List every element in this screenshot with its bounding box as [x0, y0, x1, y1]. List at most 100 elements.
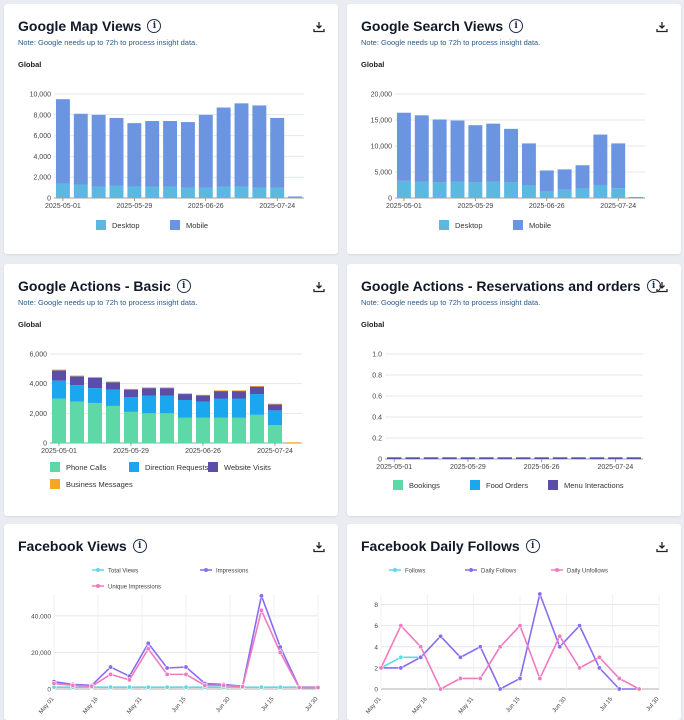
- legend-item[interactable]: Impressions: [200, 568, 248, 575]
- legend-item[interactable]: Daily Follows: [465, 568, 516, 575]
- legend-item[interactable]: Direction Requests: [129, 462, 208, 472]
- x-tick-label: Jun 15: [171, 696, 188, 714]
- x-tick-label: 2025-05-01: [41, 448, 77, 455]
- x-tick-label: Jul 30: [305, 696, 320, 713]
- x-tick-label: Jul 30: [646, 696, 661, 713]
- legend-item[interactable]: Follows: [389, 568, 425, 575]
- data-point: [497, 644, 503, 650]
- bar-segment: [552, 457, 568, 459]
- download-icon[interactable]: [655, 540, 669, 554]
- download-icon[interactable]: [312, 20, 326, 34]
- data-point: [457, 675, 463, 681]
- legend-label: Website Visits: [224, 462, 271, 472]
- bar-segment: [87, 376, 103, 378]
- data-point: [497, 686, 503, 692]
- legend-item[interactable]: Phone Calls: [50, 462, 106, 472]
- data-point: [616, 675, 622, 681]
- bar-segment: [252, 187, 267, 198]
- x-tick-label: 2025-05-29: [113, 448, 149, 455]
- legend-item[interactable]: Food Orders: [470, 480, 528, 490]
- x-tick-label: 2025-06-26: [185, 448, 221, 455]
- bar-segment: [486, 181, 501, 198]
- info-icon[interactable]: i: [509, 19, 524, 33]
- legend-item[interactable]: Mobile: [170, 220, 208, 230]
- legend-item[interactable]: Total Views: [92, 568, 138, 575]
- legend-label: Business Messages: [66, 479, 133, 489]
- bar-segment: [145, 121, 160, 187]
- legend-item[interactable]: Daily Unfollows: [551, 568, 608, 575]
- x-tick-label: 2025-06-26: [524, 464, 560, 471]
- data-point: [636, 686, 642, 692]
- info-icon[interactable]: i: [147, 19, 162, 33]
- scope-label: Global: [18, 60, 42, 69]
- y-tick-label: 6,000: [33, 133, 51, 140]
- legend-item[interactable]: Menu Interactions: [548, 480, 624, 490]
- data-point: [557, 644, 563, 650]
- google-search-views-card: Google Search Views i Note: Google needs …: [347, 4, 681, 254]
- data-point: [418, 644, 424, 650]
- legend-item[interactable]: Desktop: [96, 220, 140, 230]
- info-icon[interactable]: i: [176, 279, 191, 293]
- bar-segment: [51, 369, 67, 371]
- y-tick-label: 0.4: [372, 415, 382, 422]
- data-point: [398, 623, 404, 629]
- bar-segment: [123, 397, 139, 412]
- data-point: [577, 665, 583, 671]
- bar-segment: [539, 170, 554, 192]
- legend-label: Desktop: [455, 220, 483, 230]
- y-tick-label: 4,000: [33, 154, 51, 161]
- bar-segment: [109, 185, 124, 198]
- bar-segment: [216, 107, 231, 187]
- scope-label: Global: [361, 60, 385, 69]
- bar-segment: [468, 125, 483, 183]
- data-point: [557, 633, 563, 639]
- data-point: [221, 682, 227, 688]
- bar-segment: [213, 417, 229, 443]
- download-icon[interactable]: [312, 540, 326, 554]
- download-icon[interactable]: [312, 280, 326, 294]
- bar-segment: [141, 413, 157, 443]
- bar-segment: [159, 395, 175, 414]
- bar-segment: [163, 121, 178, 187]
- legend-label: Unique Impressions: [108, 585, 161, 591]
- x-tick-label: 2025-07-24: [600, 203, 636, 210]
- legend-item[interactable]: Bookings: [393, 480, 440, 490]
- bar-segment: [216, 186, 231, 198]
- scope-label: Global: [18, 320, 42, 329]
- data-point: [517, 675, 523, 681]
- legend-item[interactable]: Unique Impressions: [92, 584, 161, 591]
- y-tick-label: 10,000: [371, 144, 393, 151]
- series-line: [381, 591, 640, 691]
- bar-segment: [231, 391, 247, 399]
- bar-segment: [423, 457, 439, 459]
- download-icon[interactable]: [655, 20, 669, 34]
- x-tick-label: 2025-07-24: [597, 464, 633, 471]
- bar-segment: [575, 165, 590, 189]
- y-tick-label: 8: [374, 602, 378, 609]
- y-tick-label: 40,000: [31, 613, 51, 620]
- legend-item[interactable]: Website Visits: [208, 462, 271, 472]
- y-tick-label: 20,000: [31, 650, 51, 657]
- bar-segment: [51, 370, 67, 381]
- legend-swatch: [470, 480, 480, 490]
- y-tick-label: 20,000: [371, 92, 393, 99]
- legend-item[interactable]: Mobile: [513, 220, 551, 230]
- x-tick-label: May 01: [365, 696, 383, 715]
- google-actions-basic-card: Google Actions - Basic i Note: Google nee…: [4, 264, 338, 516]
- legend-item[interactable]: Business Messages: [50, 479, 133, 489]
- legend-label: Daily Unfollows: [567, 569, 608, 575]
- bar-segment: [213, 398, 229, 418]
- info-icon[interactable]: i: [525, 539, 540, 553]
- data-point: [616, 686, 622, 692]
- download-icon[interactable]: [655, 280, 669, 294]
- legend-item[interactable]: Desktop: [439, 220, 483, 230]
- actions-basic-chart: 0 2,000 4,000 6,000 2025-05-01 2025-05-29 2025…: [29, 352, 302, 455]
- bar-segment: [629, 197, 644, 198]
- bar-segment: [195, 394, 211, 396]
- bar-segment: [249, 386, 265, 395]
- bar-segment: [234, 103, 249, 187]
- facebook-views-chart: Total Views Impressions Unique Impressions…: [31, 568, 321, 715]
- info-icon[interactable]: i: [132, 539, 147, 553]
- bar-segment: [177, 394, 193, 400]
- bar-segment: [270, 187, 285, 198]
